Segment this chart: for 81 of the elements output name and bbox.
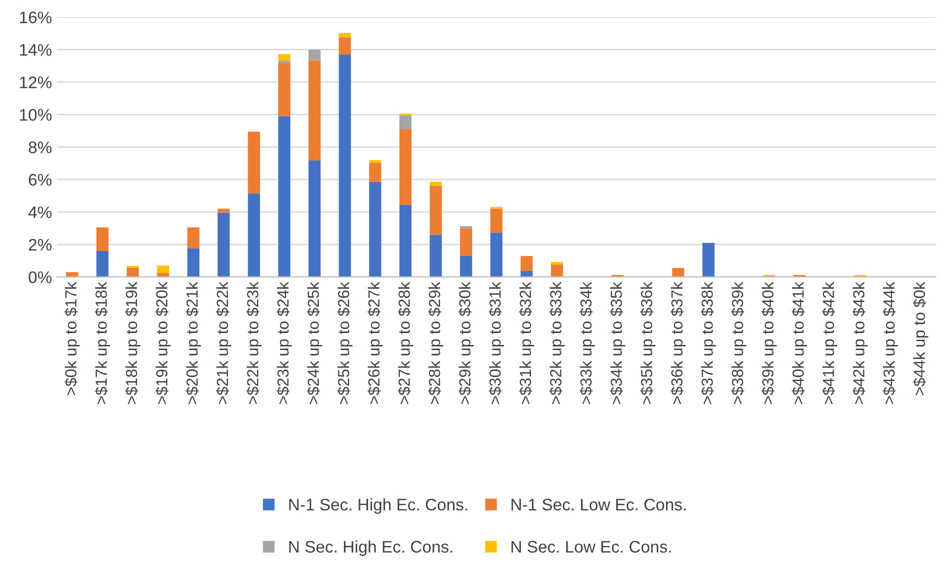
bar: [399, 204, 412, 277]
bar: [278, 62, 290, 116]
x-tick-label: >$37k up to $38k: [700, 282, 716, 404]
x-tick-label: >$21k up to $22k: [216, 282, 232, 404]
bar: [308, 60, 321, 161]
bar: [490, 208, 502, 233]
y-tick-label: 4%: [28, 206, 52, 218]
y-tick-label: 0%: [28, 271, 52, 284]
x-tick-label: >$33k up to $34k: [580, 282, 595, 404]
x-tick-label: >$0k up to $17k: [64, 282, 80, 396]
y-tick-label: 10%: [20, 108, 52, 121]
x-tick-label: >$20k up to $21k: [186, 282, 201, 404]
bar: [430, 234, 442, 277]
x-tick-label: >$36k up to $37k: [670, 282, 686, 404]
bar: [672, 268, 684, 277]
y-tick-label: 16%: [20, 12, 52, 24]
x-tick-label: >$40k up to $41k: [792, 282, 807, 404]
bar: [248, 193, 260, 277]
bar: [338, 37, 351, 54]
x-tick-label: >$18k up to $19k: [125, 282, 140, 404]
bar: [66, 272, 78, 277]
x-tick-label: >$28k up to $29k: [428, 282, 444, 404]
bar: [550, 264, 564, 277]
bar: [430, 182, 442, 186]
bar: [490, 232, 502, 277]
y-tick-label: 6%: [28, 174, 52, 186]
bar: [369, 160, 382, 163]
bar: [218, 212, 230, 277]
bar: [702, 242, 715, 277]
y-tick-label: 14%: [20, 44, 52, 56]
x-tick-label: >$30k up to $31k: [488, 282, 504, 404]
x-tick-label: >$41k up to $42k: [822, 282, 838, 404]
bar: [460, 228, 472, 256]
bar: [338, 54, 351, 277]
x-tick-label: >$24k up to $25k: [306, 282, 322, 404]
legend-label: N-1 Sec. Low Ec. Cons.: [512, 498, 686, 511]
x-tick-label: >$23k up to $24k: [276, 282, 292, 404]
legend-label: N-1 Sec. High Ec. Cons.: [289, 498, 468, 514]
bar: [308, 50, 321, 60]
x-tick-label: >$26k up to $27k: [368, 282, 383, 404]
y-tick-label: 2%: [28, 238, 52, 251]
x-tick-label: >$34k up to $35k: [610, 282, 626, 404]
bar: [399, 129, 412, 205]
bar: [156, 266, 170, 273]
x-tick-label: >$31k up to $32k: [519, 282, 534, 404]
bar: [369, 162, 382, 182]
bar: [218, 208, 230, 213]
bar: [430, 186, 442, 235]
bar: [278, 116, 290, 277]
legend-label: N Sec. High Ec. Cons.: [289, 540, 452, 556]
bar: [187, 248, 200, 277]
x-tick-label: >$38k up to $39k: [731, 282, 746, 404]
legend-label: N Sec. Low Ec. Cons.: [512, 540, 671, 553]
bar: [248, 132, 260, 194]
y-tick-label: 8%: [28, 141, 52, 154]
bar: [520, 270, 533, 277]
bar: [338, 33, 351, 38]
x-tick-label: >$22k up to $23k: [246, 282, 262, 404]
x-tick-label: >$27k up to $28k: [398, 282, 414, 404]
x-tick-label: >$42k up to $43k: [852, 282, 868, 404]
bar: [399, 115, 412, 130]
bar: [369, 182, 382, 277]
bar: [96, 227, 109, 251]
x-tick-label: >$39k up to $40k: [762, 282, 777, 404]
bar: [96, 250, 109, 277]
bar: [278, 54, 290, 61]
bar: [550, 262, 564, 264]
x-tick-label: >$44k up to $0k: [913, 282, 928, 396]
x-tick-label: >$35k up to $36k: [640, 282, 656, 404]
bar: [187, 227, 200, 249]
x-tick-label: >$17k up to $18k: [94, 282, 110, 404]
bar: [460, 256, 472, 277]
x-tick-label: >$32k up to $33k: [549, 282, 565, 404]
x-tick-label: >$43k up to $44k: [882, 282, 898, 404]
bar: [520, 256, 533, 271]
x-tick-label: >$29k up to $30k: [458, 282, 474, 404]
x-tick-label: >$25k up to $26k: [337, 282, 352, 404]
bar: [126, 268, 139, 277]
bar: [308, 160, 321, 277]
x-tick-label: >$19k up to $20k: [155, 282, 171, 404]
y-tick-label: 12%: [20, 76, 52, 88]
